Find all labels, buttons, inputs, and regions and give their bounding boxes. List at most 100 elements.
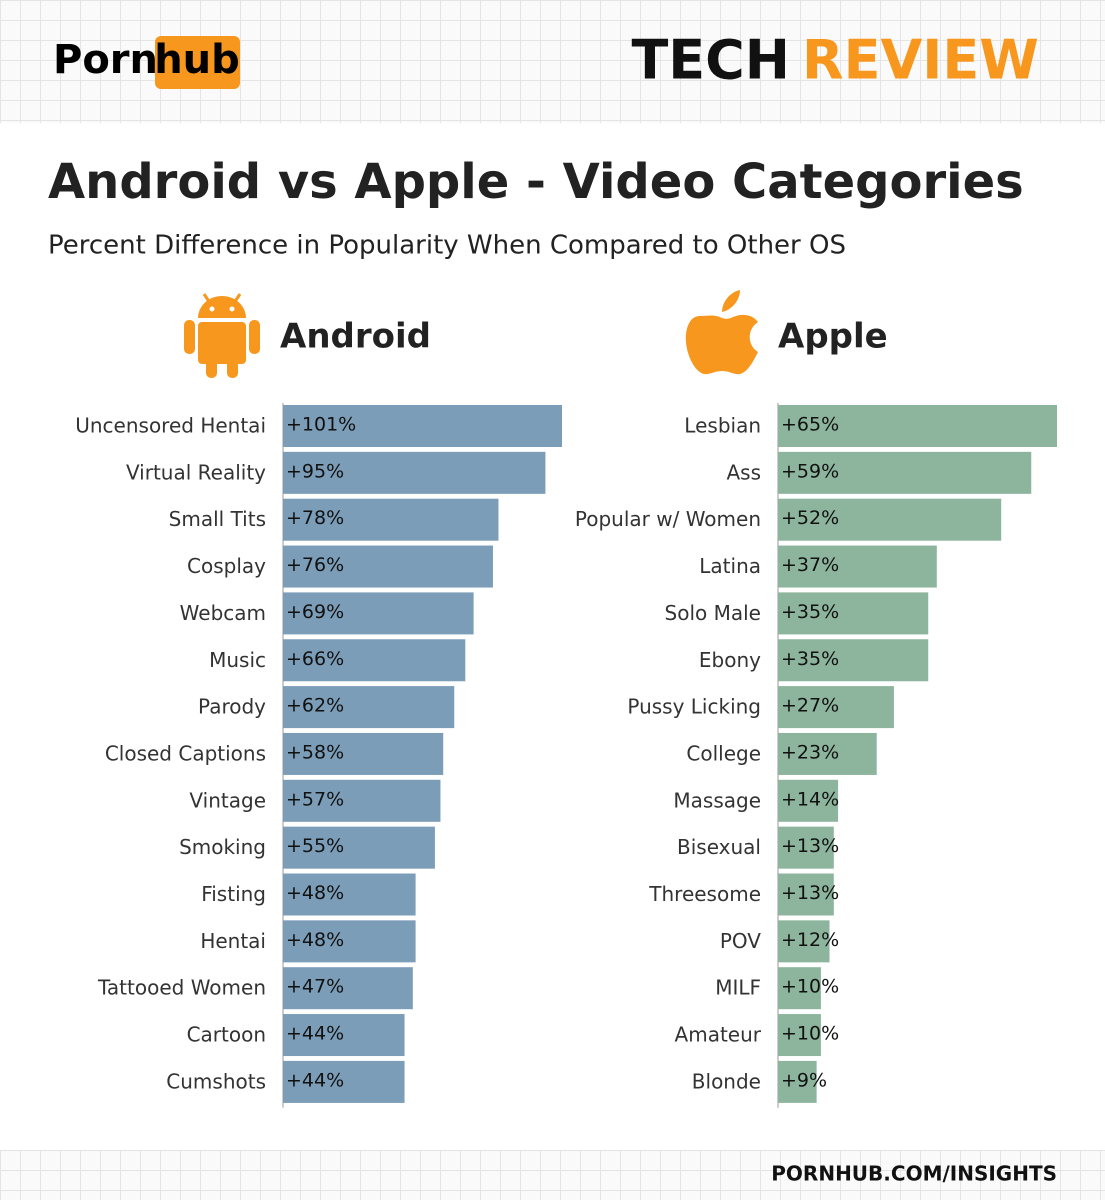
category-label: Cumshots [166, 1069, 266, 1093]
title: Android vs Apple - Video Categories [48, 154, 1024, 210]
bar [283, 1060, 405, 1103]
value-label: +65% [781, 414, 839, 436]
category-label: Lesbian [684, 414, 761, 438]
category-label: Latina [699, 554, 761, 578]
value-label: +48% [286, 882, 344, 904]
bar [283, 1014, 405, 1057]
footer: PORNHUB.COM/INSIGHTS [771, 1162, 1057, 1186]
value-label: +62% [286, 695, 344, 717]
value-label: +44% [286, 1069, 344, 1091]
category-label: Fisting [201, 882, 266, 906]
category-label: Threesome [648, 882, 761, 906]
value-label: +57% [286, 788, 344, 810]
value-label: +55% [286, 835, 344, 857]
value-label: +78% [286, 507, 344, 529]
bar [283, 826, 435, 869]
value-label: +59% [781, 460, 839, 482]
bar [283, 592, 474, 635]
value-label: +13% [781, 835, 839, 857]
category-label: Massage [673, 788, 761, 812]
value-label: +58% [286, 741, 344, 763]
category-label: Music [209, 648, 266, 672]
category-label: Bisexual [677, 835, 761, 859]
category-label: Popular w/ Women [575, 507, 761, 531]
value-label: +10% [781, 976, 839, 998]
bar [778, 451, 1032, 494]
brand-2: REVIEW [802, 29, 1039, 92]
bar [283, 405, 562, 447]
apple-icon [685, 290, 758, 375]
bar [778, 592, 929, 635]
brand-1: TECH [631, 29, 790, 92]
bar [283, 545, 493, 588]
value-label: +48% [286, 929, 344, 951]
bar [778, 732, 877, 775]
category-label: Solo Male [665, 601, 761, 625]
bar [283, 779, 441, 822]
bar [778, 779, 839, 822]
category-label: Pussy Licking [627, 695, 761, 719]
bar [283, 967, 413, 1010]
android-icon [184, 293, 260, 378]
category-label: Ebony [699, 648, 761, 672]
value-label: +9% [781, 1069, 827, 1091]
category-label: College [686, 741, 761, 765]
value-label: +14% [781, 788, 839, 810]
category-label: Amateur [675, 1023, 762, 1047]
category-label: MILF [715, 976, 761, 1000]
subtitle: Percent Difference in Popularity When Co… [48, 231, 846, 261]
category-label: Small Tits [169, 507, 266, 531]
category-label: Tattooed Women [97, 976, 266, 1000]
logo-left: Porn [53, 37, 158, 83]
value-label: +13% [781, 882, 839, 904]
value-label: +10% [781, 1023, 839, 1045]
bar [778, 1060, 817, 1103]
value-label: +101% [286, 414, 356, 436]
category-label: Ass [726, 460, 761, 484]
bar [283, 498, 499, 541]
logo-right: hub [154, 37, 240, 83]
bar [778, 498, 1002, 541]
logo-box [155, 36, 240, 89]
bar [283, 873, 416, 916]
category-label: Vintage [189, 788, 266, 812]
bar [778, 1014, 821, 1057]
value-label: +23% [781, 741, 839, 763]
category-label: Smoking [179, 835, 266, 859]
category-label: Cosplay [187, 554, 266, 578]
bar [778, 686, 894, 729]
category-label: POV [720, 929, 761, 953]
bar [778, 639, 929, 682]
bar [283, 686, 455, 729]
value-label: +35% [781, 601, 839, 623]
value-label: +44% [286, 1023, 344, 1045]
bar [283, 732, 444, 775]
category-label: Blonde [692, 1069, 761, 1093]
value-label: +95% [286, 460, 344, 482]
bar [778, 873, 834, 916]
bar [778, 545, 937, 588]
value-label: +35% [781, 648, 839, 670]
header-band [0, 0, 1105, 123]
bar [778, 920, 830, 963]
bar [778, 826, 834, 869]
value-label: +12% [781, 929, 839, 951]
value-label: +69% [286, 601, 344, 623]
value-label: +37% [781, 554, 839, 576]
category-label: Closed Captions [105, 741, 266, 765]
value-label: +76% [286, 554, 344, 576]
apple-heading: Apple [778, 317, 888, 357]
category-label: Uncensored Hentai [75, 414, 266, 438]
category-label: Webcam [180, 601, 266, 625]
footer-band [0, 1150, 1105, 1200]
bar [778, 967, 821, 1010]
value-label: +47% [286, 976, 344, 998]
bar [778, 405, 1057, 447]
bar [283, 451, 546, 494]
category-label: Virtual Reality [126, 460, 266, 484]
category-label: Parody [198, 695, 266, 719]
value-label: +27% [781, 695, 839, 717]
category-label: Hentai [200, 929, 266, 953]
